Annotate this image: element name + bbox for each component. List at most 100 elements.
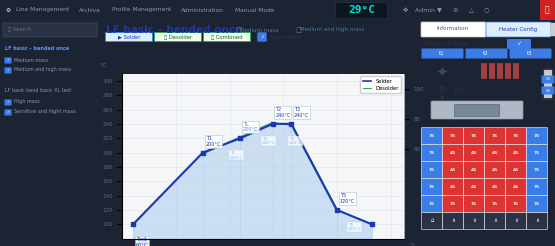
Text: TL
220°C: TL 220°C [230, 151, 243, 160]
FancyBboxPatch shape [442, 196, 463, 213]
FancyBboxPatch shape [485, 127, 506, 144]
Text: Archive: Archive [79, 7, 101, 13]
FancyBboxPatch shape [421, 144, 442, 162]
Text: 75: 75 [450, 202, 456, 206]
Text: 75: 75 [534, 185, 540, 189]
FancyBboxPatch shape [4, 68, 11, 73]
FancyBboxPatch shape [485, 213, 506, 230]
Text: 75: 75 [492, 202, 498, 206]
FancyBboxPatch shape [442, 127, 463, 144]
FancyBboxPatch shape [442, 179, 463, 196]
Bar [335, 2, 387, 18]
FancyBboxPatch shape [507, 39, 531, 49]
FancyBboxPatch shape [4, 110, 11, 115]
Text: 🔲 Combined: 🔲 Combined [211, 34, 243, 40]
Text: 75: 75 [429, 134, 435, 138]
Text: 100%: 100% [453, 88, 467, 92]
Text: ✓: ✓ [516, 42, 522, 46]
Text: ○: ○ [483, 7, 489, 13]
Text: %: % [410, 243, 416, 246]
Text: LF basic bend basic XL test: LF basic bend basic XL test [5, 89, 71, 93]
Text: □: □ [235, 27, 241, 33]
Text: 45: 45 [471, 185, 477, 189]
FancyBboxPatch shape [542, 76, 554, 83]
Text: 45: 45 [450, 151, 456, 155]
Text: ⚙: ⚙ [452, 7, 458, 13]
Text: ▶ Solder: ▶ Solder [118, 34, 140, 40]
Text: Medium and high mass: Medium and high mass [14, 67, 71, 73]
Text: ∧: ∧ [451, 218, 455, 224]
FancyBboxPatch shape [527, 213, 547, 230]
Text: 45: 45 [492, 185, 498, 189]
Text: ∨: ∨ [472, 218, 476, 224]
Text: ∧: ∧ [535, 218, 539, 224]
FancyBboxPatch shape [485, 179, 506, 196]
FancyBboxPatch shape [154, 32, 201, 42]
Text: 45: 45 [513, 185, 519, 189]
FancyBboxPatch shape [485, 196, 506, 213]
Text: 45: 45 [450, 185, 456, 189]
Text: ⚙: ⚙ [6, 7, 11, 13]
FancyBboxPatch shape [527, 196, 547, 213]
Text: t1: t1 [439, 51, 445, 56]
FancyBboxPatch shape [455, 105, 500, 117]
Text: ∧: ∧ [493, 218, 497, 224]
FancyBboxPatch shape [204, 32, 250, 42]
Text: 75: 75 [471, 134, 477, 138]
FancyBboxPatch shape [463, 196, 485, 213]
Text: 75: 75 [513, 202, 519, 206]
FancyBboxPatch shape [506, 162, 527, 179]
FancyBboxPatch shape [442, 144, 463, 162]
FancyBboxPatch shape [421, 22, 486, 37]
Text: 50: 50 [546, 89, 551, 92]
FancyBboxPatch shape [431, 101, 523, 119]
FancyBboxPatch shape [421, 162, 442, 179]
Text: 45: 45 [513, 151, 519, 155]
Text: 75: 75 [450, 134, 456, 138]
Text: □: □ [295, 27, 301, 33]
FancyBboxPatch shape [442, 162, 463, 179]
Text: △: △ [468, 7, 473, 13]
Text: T1
200°C: T1 200°C [205, 136, 221, 147]
FancyBboxPatch shape [105, 32, 153, 42]
Text: High mass: High mass [14, 99, 40, 105]
FancyBboxPatch shape [421, 179, 442, 196]
Text: Line Management: Line Management [16, 7, 68, 13]
Text: 75: 75 [429, 202, 435, 206]
FancyBboxPatch shape [506, 179, 527, 196]
Text: ✓: ✓ [6, 68, 9, 72]
FancyBboxPatch shape [463, 162, 485, 179]
Text: ⌂: ⌂ [430, 218, 434, 224]
Text: ✦: ✦ [436, 64, 448, 79]
Text: LF basic – bended once: LF basic – bended once [5, 46, 69, 51]
Text: t3: t3 [527, 51, 533, 56]
Text: 50: 50 [546, 77, 551, 81]
FancyBboxPatch shape [463, 213, 485, 230]
FancyBboxPatch shape [463, 144, 485, 162]
Text: 45: 45 [492, 168, 498, 172]
Text: TL
220°C: TL 220°C [243, 122, 258, 132]
Text: ∨: ∨ [514, 218, 518, 224]
Text: ✓: ✓ [6, 58, 9, 62]
Text: Profile Management: Profile Management [112, 7, 171, 13]
Text: °C: °C [100, 63, 107, 68]
Text: Administration: Administration [180, 7, 223, 13]
FancyBboxPatch shape [4, 100, 11, 105]
Bar [544, 70, 552, 98]
Text: 45: 45 [471, 168, 477, 172]
FancyBboxPatch shape [506, 196, 527, 213]
FancyBboxPatch shape [527, 162, 547, 179]
Text: Bottom: Bottom [541, 98, 555, 102]
FancyBboxPatch shape [551, 23, 555, 36]
FancyBboxPatch shape [258, 33, 266, 41]
Text: Medium mass: Medium mass [14, 58, 48, 62]
FancyBboxPatch shape [421, 196, 442, 213]
Text: 75: 75 [429, 168, 435, 172]
Text: T5
120°C: T5 120°C [340, 193, 355, 204]
Text: LF basic – bended once: LF basic – bended once [106, 25, 242, 35]
Text: 45: 45 [492, 151, 498, 155]
Text: T5
120°C: T5 120°C [347, 223, 361, 231]
FancyBboxPatch shape [463, 127, 485, 144]
FancyBboxPatch shape [506, 127, 527, 144]
Text: 75: 75 [534, 134, 540, 138]
